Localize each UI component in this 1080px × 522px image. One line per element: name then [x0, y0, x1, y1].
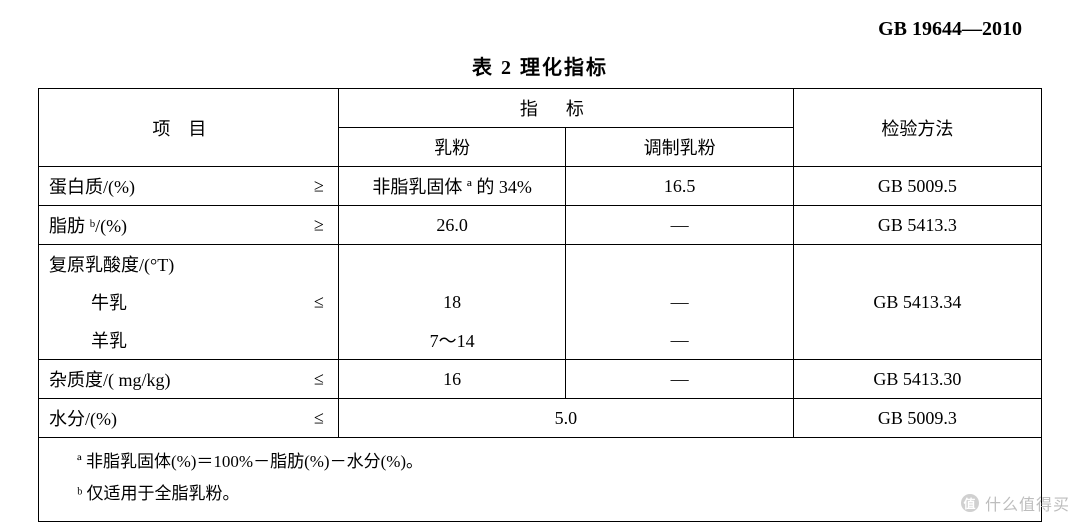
table-row: 蛋白质/(%) ≥ 非脂乳固体 ª 的 34%16.5GB 5009.5	[39, 167, 1042, 206]
cell-value-a: 非脂乳固体 ª 的 34%	[338, 167, 565, 206]
operator: ≥	[314, 215, 324, 236]
cell-value-b: —	[566, 206, 793, 245]
cell-value-b: —	[566, 283, 793, 321]
cell-item: 复原乳酸度/(°T)	[39, 245, 339, 284]
cell-value-b: —	[566, 360, 793, 399]
item-label: 脂肪 ᵇ/(%)	[49, 216, 127, 236]
header-item: 项目	[39, 89, 339, 167]
spec-table: 项目 指标 检验方法 乳粉 调制乳粉 蛋白质/(%) ≥ 非脂乳固体 ª 的 34%…	[38, 88, 1042, 438]
standard-code-text: GB 19644—2010	[878, 18, 1022, 40]
footnote-line: ª 非脂乳固体(%)＝100%－脂肪(%)－水分(%)。	[77, 446, 1023, 478]
header-metric-a: 乳粉	[338, 128, 565, 167]
header-metric: 指标	[338, 89, 793, 128]
table-title: 表 2 理化指标	[38, 51, 1042, 80]
cell-method: GB 5413.30	[793, 360, 1041, 399]
cell-item: 脂肪 ᵇ/(%) ≥	[39, 206, 339, 245]
operator: ≥	[314, 176, 324, 197]
standard-code: GB 19644—2010	[38, 18, 1042, 41]
cell-method: GB 5413.3	[793, 206, 1041, 245]
cell-item: 牛乳 ≤	[39, 283, 339, 321]
footnote-line: ᵇ 仅适用于全脂乳粉。	[77, 478, 1023, 510]
table-row: 脂肪 ᵇ/(%) ≥26.0—GB 5413.3	[39, 206, 1042, 245]
table-row: 水分/(%) ≤5.0GB 5009.3	[39, 399, 1042, 438]
table-head: 项目 指标 检验方法 乳粉 调制乳粉	[39, 89, 1042, 167]
watermark-icon: 值	[961, 494, 979, 512]
cell-value-b: 16.5	[566, 167, 793, 206]
item-label: 牛乳	[49, 293, 127, 313]
cell-value-b: —	[566, 321, 793, 360]
cell-value-a	[338, 245, 565, 284]
item-label: 复原乳酸度/(°T)	[49, 255, 174, 275]
cell-value-merged: 5.0	[338, 399, 793, 438]
table-row: 杂质度/( mg/kg) ≤16—GB 5413.30	[39, 360, 1042, 399]
cell-value-a: 18	[338, 283, 565, 321]
cell-item: 羊乳	[39, 321, 339, 360]
header-metric-b: 调制乳粉	[566, 128, 793, 167]
watermark: 值 什么值得买	[961, 491, 1070, 515]
cell-value-a: 16	[338, 360, 565, 399]
item-label: 水分/(%)	[49, 409, 117, 429]
cell-value-b	[566, 245, 793, 284]
item-label: 杂质度/( mg/kg)	[49, 370, 171, 390]
cell-method: GB 5413.34	[793, 245, 1041, 360]
cell-item: 水分/(%) ≤	[39, 399, 339, 438]
cell-method: GB 5009.5	[793, 167, 1041, 206]
cell-value-a: 7～14	[338, 321, 565, 360]
operator: ≤	[314, 292, 324, 313]
watermark-text: 什么值得买	[985, 491, 1070, 515]
table-title-text: 表 2 理化指标	[472, 57, 608, 79]
cell-value-a: 26.0	[338, 206, 565, 245]
cell-method: GB 5009.3	[793, 399, 1041, 438]
item-label: 蛋白质/(%)	[49, 177, 135, 197]
cell-item: 蛋白质/(%) ≥	[39, 167, 339, 206]
cell-item: 杂质度/( mg/kg) ≤	[39, 360, 339, 399]
table-body: 蛋白质/(%)≥非脂乳固体 ª 的 34%16.5GB 5009.5脂肪 ᵇ/(…	[39, 167, 1042, 438]
item-label: 羊乳	[49, 331, 127, 351]
operator: ≤	[314, 369, 324, 390]
page: GB 19644—2010 表 2 理化指标 项目 指标 检验方法 乳粉 调制乳…	[0, 0, 1080, 522]
table-row: 复原乳酸度/(°T)GB 5413.34	[39, 245, 1042, 284]
operator: ≤	[314, 408, 324, 429]
header-method: 检验方法	[793, 89, 1041, 167]
footnotes: ª 非脂乳固体(%)＝100%－脂肪(%)－水分(%)。ᵇ 仅适用于全脂乳粉。	[38, 438, 1042, 522]
